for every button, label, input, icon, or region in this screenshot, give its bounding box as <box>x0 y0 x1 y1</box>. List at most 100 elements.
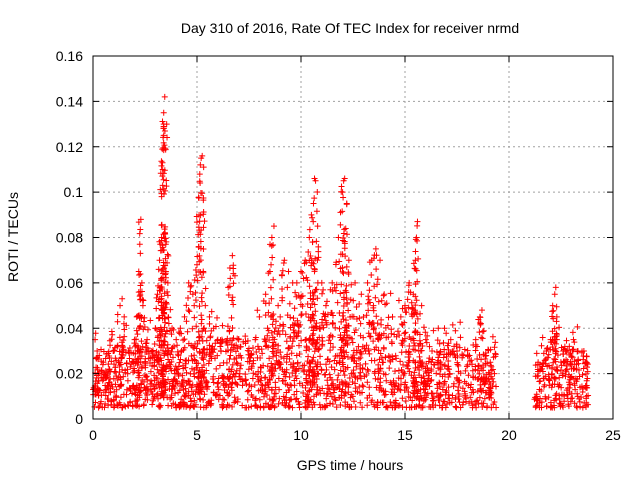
data-point <box>343 328 350 335</box>
data-point <box>340 296 347 303</box>
data-point <box>242 338 249 345</box>
data-point <box>436 379 443 386</box>
data-point <box>279 378 286 385</box>
data-point <box>345 307 352 314</box>
data-point <box>567 358 574 365</box>
data-point <box>327 400 334 407</box>
data-point <box>341 226 348 233</box>
data-point <box>176 330 183 337</box>
data-point <box>455 383 462 390</box>
data-point <box>313 363 320 370</box>
data-point <box>364 279 371 286</box>
data-point <box>309 376 316 383</box>
data-point <box>232 398 239 405</box>
data-point <box>203 404 210 411</box>
data-point <box>538 342 545 349</box>
data-point <box>310 292 317 299</box>
data-point <box>299 269 306 276</box>
data-point <box>226 328 233 335</box>
data-point <box>160 380 167 387</box>
data-point <box>412 248 419 255</box>
data-point <box>422 329 429 336</box>
data-point <box>310 327 317 334</box>
data-point <box>374 399 381 406</box>
data-point <box>349 393 356 400</box>
data-point <box>163 183 170 190</box>
data-point <box>259 382 266 389</box>
data-point <box>195 328 202 335</box>
data-point <box>137 296 144 303</box>
data-point <box>269 396 276 403</box>
data-point <box>264 325 271 332</box>
data-point <box>342 379 349 386</box>
data-point <box>567 361 574 368</box>
data-point <box>492 351 499 358</box>
data-point <box>309 300 316 307</box>
data-point <box>126 344 133 351</box>
data-point <box>200 373 207 380</box>
data-point <box>275 375 282 382</box>
data-point <box>200 209 207 216</box>
data-point <box>570 336 577 343</box>
data-point <box>270 372 277 379</box>
data-point <box>173 404 180 411</box>
data-point <box>553 303 560 310</box>
data-point <box>164 134 171 141</box>
data-point <box>129 403 136 410</box>
data-point <box>197 245 204 252</box>
data-point <box>280 259 287 266</box>
data-point <box>180 400 187 407</box>
data-point <box>584 368 591 375</box>
data-point <box>165 320 172 327</box>
data-point <box>328 364 335 371</box>
data-point <box>174 342 181 349</box>
data-point <box>162 270 169 277</box>
data-point <box>137 270 144 277</box>
data-point <box>549 302 556 309</box>
data-point <box>293 375 300 382</box>
data-point <box>134 392 141 399</box>
data-point <box>219 322 226 329</box>
data-point <box>137 250 144 257</box>
data-point <box>483 352 490 359</box>
data-point <box>142 362 149 369</box>
data-point <box>552 366 559 373</box>
data-point <box>457 319 464 326</box>
data-point <box>549 308 556 315</box>
data-point <box>197 396 204 403</box>
data-point <box>151 385 158 392</box>
data-point <box>230 301 237 308</box>
data-point <box>373 344 380 351</box>
data-point <box>271 328 278 335</box>
data-point <box>193 219 200 226</box>
data-point <box>320 324 327 331</box>
data-point <box>342 317 349 324</box>
data-point <box>130 359 137 366</box>
data-point <box>477 381 484 388</box>
data-point <box>564 395 571 402</box>
data-point <box>344 301 351 308</box>
data-point <box>388 338 395 345</box>
data-point <box>412 374 419 381</box>
data-point <box>246 347 252 354</box>
data-point <box>137 388 144 395</box>
data-point <box>147 368 154 375</box>
data-point <box>197 212 204 219</box>
data-point <box>324 356 331 363</box>
data-point <box>552 347 559 354</box>
data-point <box>380 345 387 352</box>
data-point <box>264 363 271 370</box>
data-point <box>224 389 231 396</box>
data-point <box>563 362 570 369</box>
data-point <box>98 346 105 353</box>
data-point <box>444 400 451 407</box>
data-point <box>579 371 586 378</box>
data-point <box>252 336 259 343</box>
data-point <box>189 325 196 332</box>
data-point <box>402 398 409 405</box>
data-point <box>456 379 463 386</box>
data-point <box>275 400 282 407</box>
data-point <box>273 352 280 359</box>
data-point <box>297 301 304 308</box>
data-point <box>194 261 200 268</box>
